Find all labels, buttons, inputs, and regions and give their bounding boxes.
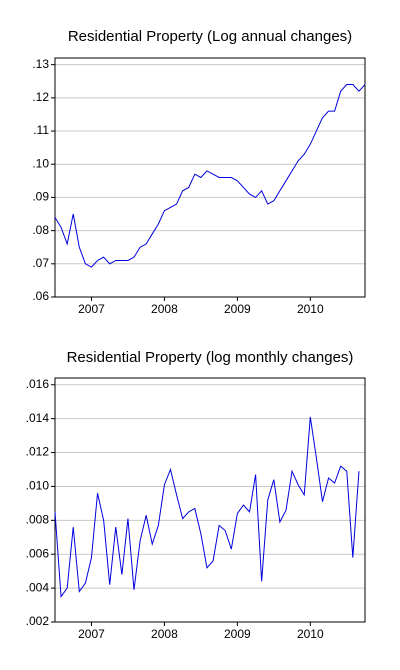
plot-frame	[54, 377, 366, 623]
y-tick-label: .016	[26, 377, 50, 391]
data-line	[54, 416, 360, 598]
y-tick-label: .12	[32, 90, 49, 104]
y-tick-label: .10	[32, 156, 49, 170]
y-tick-label: .002	[26, 614, 50, 628]
x-tick-label: 2010	[297, 627, 324, 641]
y-tick-label: .07	[32, 256, 49, 270]
y-tick-label: .11	[33, 123, 49, 137]
x-tick-label: 2007	[78, 627, 105, 641]
y-tick-label: .014	[26, 411, 50, 425]
chart-title: Residential Property (log monthly change…	[67, 349, 354, 366]
x-tick-label: 2009	[224, 627, 251, 641]
x-tick-label: 2007	[78, 302, 105, 316]
y-tick-label: .012	[26, 445, 50, 459]
y-tick-label: .006	[26, 546, 50, 560]
y-tick-label: .09	[32, 190, 49, 204]
plot-frame	[54, 57, 366, 298]
data-line	[54, 84, 366, 268]
x-tick-label: 2008	[151, 302, 178, 316]
x-tick-label: 2009	[224, 302, 251, 316]
y-tick-label: .004	[26, 580, 50, 594]
x-tick-label: 2010	[297, 302, 324, 316]
y-tick-label: .010	[26, 479, 50, 493]
y-tick-label: .008	[26, 513, 50, 527]
y-tick-label: .06	[32, 289, 49, 303]
x-tick-label: 2008	[151, 627, 178, 641]
y-tick-label: .08	[32, 223, 49, 237]
y-tick-label: .13	[32, 57, 49, 71]
chart-title: Residential Property (Log annual changes…	[68, 28, 352, 45]
